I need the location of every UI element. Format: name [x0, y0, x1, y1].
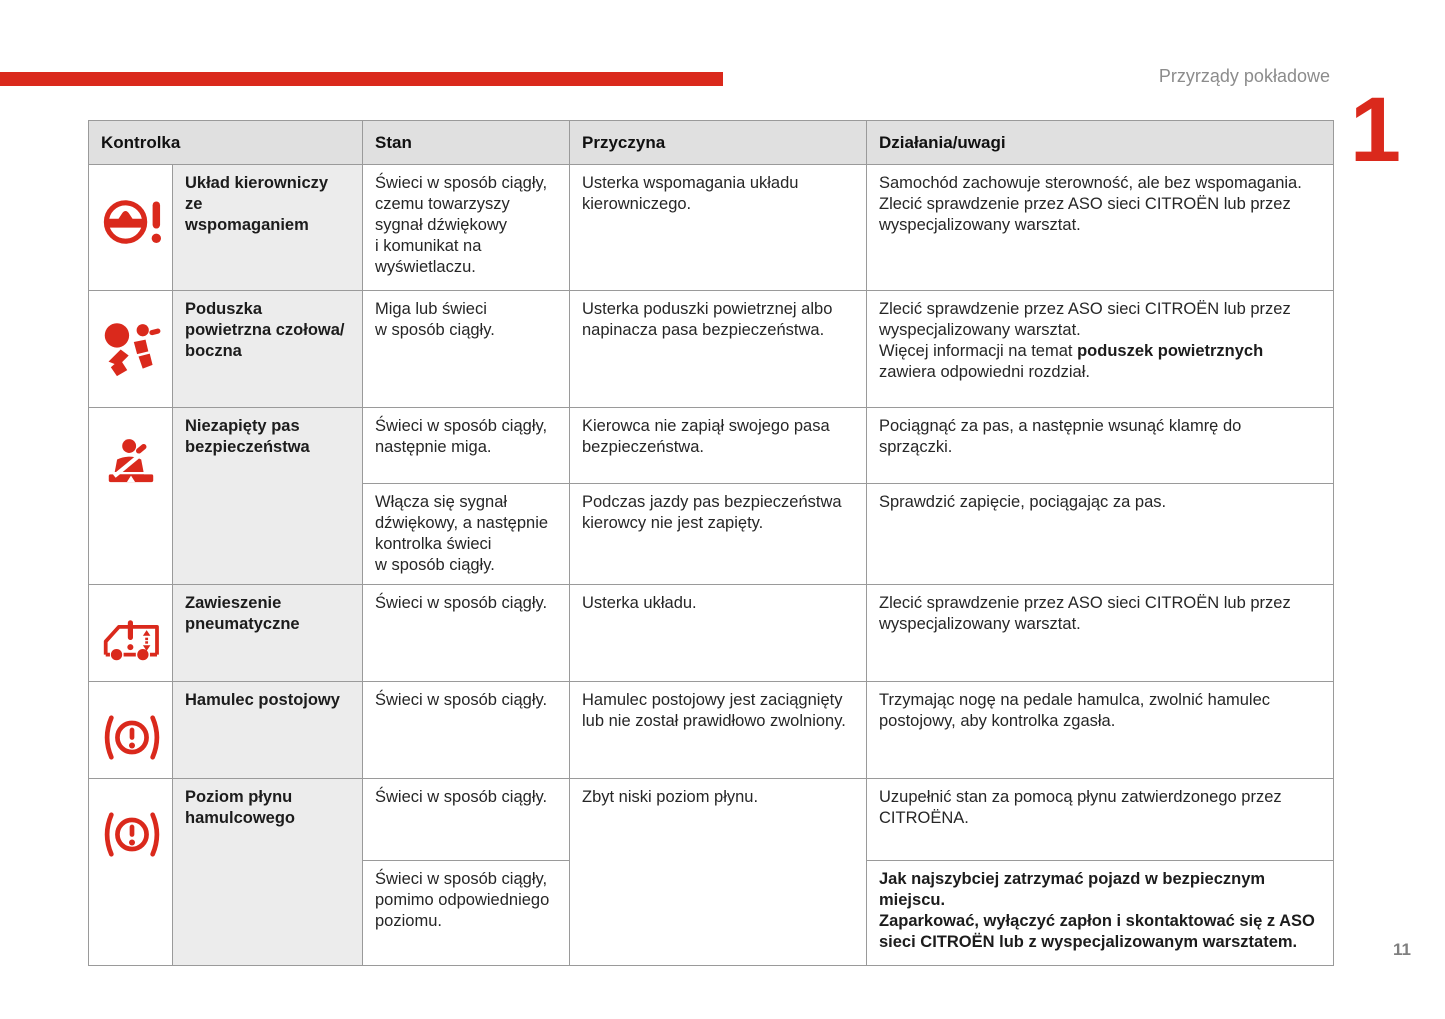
table-row: Poziom płynu hamulcowego Świeci w sposób… [88, 778, 1334, 966]
cell-stan: Włącza się sygnał dźwiękowy, a następnie… [362, 483, 570, 585]
column-header-przyczyna: Przyczyna [569, 120, 867, 165]
kontrolka-name: Układ kierowniczy ze wspomaganiem [172, 164, 363, 291]
table-row: Poduszka powietrzna czołowa/ boczna Miga… [88, 290, 1334, 408]
cell-dzialania: Zlecić sprawdzenie przez ASO sieci CITRO… [866, 584, 1334, 682]
table-row: Niezapięty pas bezpieczeństwa Świeci w s… [88, 407, 1334, 585]
table-row: Układ kierowniczy ze wspomaganiem Świeci… [88, 164, 1334, 291]
kontrolka-name: Niezapięty pas bezpieczeństwa [172, 407, 363, 585]
table-row: Hamulec postojowy Świeci w sposób ciągły… [88, 681, 1334, 779]
pneumatic-suspension-warning-icon [103, 620, 159, 661]
cell-stan: Miga lub świeci w sposób ciągły. [362, 290, 570, 408]
dzialania-text: Zlecić sprawdzenie przez ASO sieci CITRO… [879, 300, 1291, 360]
cell-dzialania: Uzupełnić stan za pomocą płynu zatwierdz… [866, 778, 1334, 861]
cell-stan: Świeci w sposób ciągły. [362, 778, 570, 861]
icon-cell [88, 778, 173, 966]
kontrolka-name: Poziom płynu hamulcowego [172, 778, 363, 966]
column-header-stan: Stan [362, 120, 570, 165]
cell-przyczyna: Kierowca nie zapiął swojego pasa bezpiec… [569, 407, 867, 484]
cell-dzialania: Pociągnąć za pas, a następnie wsunąć kla… [866, 407, 1334, 484]
icon-cell [88, 584, 173, 682]
cell-stan: Świeci w sposób ciągły, pomimo odpowiedn… [362, 860, 570, 966]
page-number: 11 [1393, 940, 1411, 959]
column-header-dzialania: Działania/uwagi [866, 120, 1334, 165]
dzialania-bold-text: poduszek powietrznych [1077, 342, 1264, 360]
cell-dzialania: Trzymając nogę na pedale hamulca, zwolni… [866, 681, 1334, 779]
cell-przyczyna: Usterka układu. [569, 584, 867, 682]
cell-stan: Świeci w sposób ciągły. [362, 584, 570, 682]
chapter-number: 1 [1349, 79, 1401, 181]
accent-bar [0, 72, 723, 86]
cell-przyczyna: Usterka wspomagania układu kierowniczego… [569, 164, 867, 291]
cell-dzialania: Sprawdzić zapięcie, pociągając za pas. [866, 483, 1334, 585]
cell-stan: Świeci w sposób ciągły, następnie miga. [362, 407, 570, 484]
icon-cell [88, 681, 173, 779]
page-header-title: Przyrządy pokładowe [1158, 66, 1330, 86]
icon-cell [88, 164, 173, 291]
cell-przyczyna: Zbyt niski poziom płynu. [569, 778, 867, 966]
table-row: Zawieszenie pneumatyczne Świeci w sposób… [88, 584, 1334, 682]
cell-stan: Świeci w sposób ciągły. [362, 681, 570, 779]
seatbelt-warning-icon [106, 439, 155, 483]
parking-brake-warning-icon [104, 715, 160, 760]
cell-dzialania: Zlecić sprawdzenie przez ASO sieci CITRO… [866, 290, 1334, 408]
table-row: Świeci w sposób ciągły, pomimo odpowiedn… [89, 860, 1334, 966]
kontrolka-name: Zawieszenie pneumatyczne [172, 584, 363, 682]
power-steering-warning-icon [103, 200, 161, 244]
cell-dzialania: Jak najszybciej zatrzymać pojazd w bezpi… [866, 860, 1334, 966]
kontrolka-name: Poduszka powietrzna czołowa/ boczna [172, 290, 363, 408]
cell-przyczyna: Podczas jazdy pas bezpieczeństwa kierowc… [569, 483, 867, 585]
column-header-kontrolka: Kontrolka [88, 120, 363, 165]
brake-fluid-warning-icon [104, 812, 160, 857]
kontrolka-name: Hamulec postojowy [172, 681, 363, 779]
icon-cell [88, 290, 173, 408]
cell-dzialania: Samochód zachowuje sterowność, ale bez w… [866, 164, 1334, 291]
airbag-warning-icon [104, 323, 161, 377]
cell-przyczyna: Hamulec postojowy jest zaciągnięty lub n… [569, 681, 867, 779]
dzialania-text: zawiera odpowiedni rozdział. [879, 363, 1090, 381]
cell-stan: Świeci w sposób ciągły, czemu towarzyszy… [362, 164, 570, 291]
warning-lights-table: Kontrolka Stan Przyczyna Działania/uwagi… [88, 120, 1334, 966]
cell-przyczyna: Usterka poduszki powietrznej albo napina… [569, 290, 867, 408]
icon-cell [88, 407, 173, 585]
table-row: Włącza się sygnał dźwiękowy, a następnie… [89, 483, 1334, 585]
